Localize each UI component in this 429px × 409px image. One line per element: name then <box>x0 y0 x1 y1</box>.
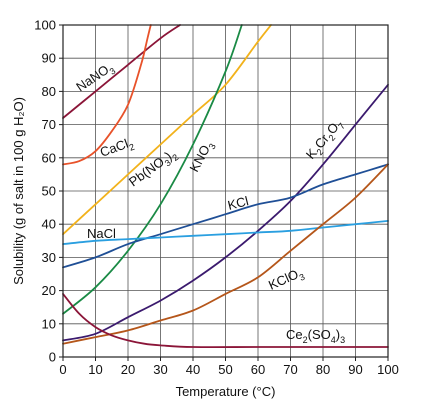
label-part: 3 <box>108 66 118 77</box>
curves <box>62 24 389 349</box>
label-part: KClO <box>266 266 300 292</box>
x-tick-label: 60 <box>251 362 265 377</box>
y-tick-label: 100 <box>34 18 56 33</box>
curve-kno3 <box>62 24 243 315</box>
curve-ce2so43 <box>62 293 389 349</box>
x-tick-label: 30 <box>153 362 167 377</box>
label-part: 2 <box>128 142 136 153</box>
label-part: 3 <box>340 335 345 345</box>
label-part: (SO <box>308 327 331 342</box>
x-tick-label: 40 <box>186 362 200 377</box>
x-tick-label: 80 <box>316 362 330 377</box>
label-part: NaNO <box>73 62 111 95</box>
label-part: 2 <box>303 335 308 345</box>
y-tick-label: 50 <box>42 184 56 199</box>
label-nacl: NaCl <box>87 226 116 241</box>
y-tick-label: 70 <box>42 117 56 132</box>
label-part: Ce <box>286 327 303 342</box>
label-part: 4 <box>331 335 336 345</box>
y-tick-label: 30 <box>42 250 56 265</box>
plot-frame <box>62 24 389 358</box>
tick-labels: 0 10 20 30 40 50 60 70 80 90 100 0 10 20 30 40 50 60 70 80 9… <box>34 18 399 378</box>
curve-pbno32 <box>62 24 272 236</box>
x-tick-label: 50 <box>218 362 232 377</box>
y-tick-label: 90 <box>42 51 56 66</box>
curve-k2cr2o7 <box>62 83 389 342</box>
y-tick-label: 20 <box>42 283 56 298</box>
grid <box>59 24 389 361</box>
curve-kcl <box>62 163 389 269</box>
label-kcl: KCl <box>226 193 250 213</box>
label-part: 7 <box>336 121 347 131</box>
label-cacl2: CaCl2 <box>98 134 136 163</box>
y-tick-label: 60 <box>42 150 56 165</box>
label-part: 3 <box>163 157 173 168</box>
curve-nacl <box>62 220 389 245</box>
label-part: 2 <box>315 147 326 157</box>
label-part: KCl <box>226 193 250 213</box>
label-ce2so43: Ce2(SO4)3 <box>286 327 345 345</box>
axes <box>62 24 389 358</box>
curve-kclo3 <box>62 163 389 345</box>
x-axis-title: Temperature (°C) <box>176 384 276 399</box>
y-tick-label: 0 <box>49 350 56 365</box>
x-tick-label: 10 <box>88 362 102 377</box>
label-part: 2 <box>327 133 338 143</box>
label-part: CaCl <box>98 136 130 160</box>
x-tick-label: 70 <box>283 362 297 377</box>
x-tick-label: 0 <box>59 362 66 377</box>
label-part: 2 <box>170 152 180 163</box>
label-kno3: KNO3 <box>186 138 217 176</box>
label-part: 3 <box>298 272 307 283</box>
y-tick-label: 10 <box>42 316 56 331</box>
x-tick-label: 90 <box>348 362 362 377</box>
x-tick-label: 100 <box>377 362 399 377</box>
label-part: ) <box>336 327 340 342</box>
y-axis-title: Solubility (g of salt in 100 g H₂O) <box>11 97 26 285</box>
label-k2cr2o7: K2Cr2O7 <box>303 116 347 164</box>
curve-cacl2 <box>62 24 152 166</box>
y-tick-label: 40 <box>42 217 56 232</box>
curve-nano3 <box>62 24 181 119</box>
label-part: 3 <box>207 142 218 151</box>
label-part: NaCl <box>87 226 116 241</box>
y-tick-label: 80 <box>42 84 56 99</box>
x-tick-label: 20 <box>121 362 135 377</box>
